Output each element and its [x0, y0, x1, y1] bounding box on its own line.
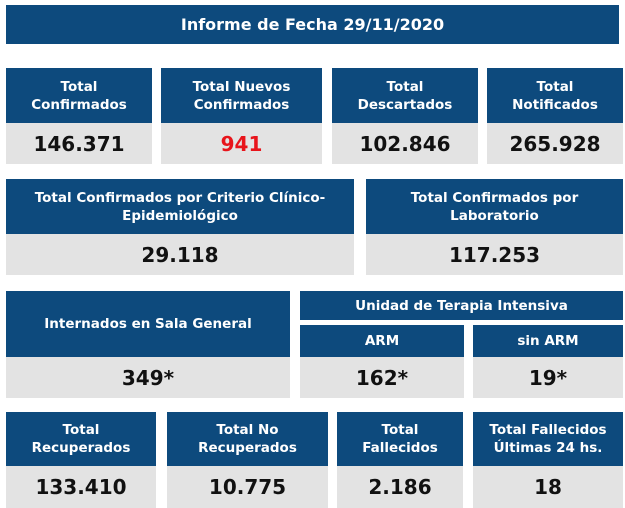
total-nuevos-confirmados-value: 941	[161, 123, 322, 164]
confirmados-clinico-label: Total Confirmados por Criterio Clínico- …	[6, 179, 354, 234]
arm-value: 162*	[300, 357, 464, 398]
total-notificados-value: 265.928	[487, 123, 623, 164]
total-descartados-value: 102.846	[332, 123, 478, 164]
confirmados-clinico-value: 29.118	[6, 234, 354, 275]
report-title: Informe de Fecha 29/11/2020	[6, 5, 619, 44]
fallecidos-24hs-value: 18	[473, 466, 623, 508]
total-confirmados-label: Total Confirmados	[6, 68, 152, 123]
total-confirmados-value: 146.371	[6, 123, 152, 164]
total-descartados-label: Total Descartados	[332, 68, 478, 123]
uti-label: Unidad de Terapia Intensiva	[300, 291, 623, 320]
total-recuperados-value: 133.410	[6, 466, 156, 508]
confirmados-laboratorio-label: Total Confirmados por Laboratorio	[366, 179, 623, 234]
sala-general-value: 349*	[6, 357, 290, 398]
total-notificados-label: Total Notificados	[487, 68, 623, 123]
total-fallecidos-value: 2.186	[337, 466, 463, 508]
sin-arm-value: 19*	[473, 357, 623, 398]
total-recuperados-label: Total Recuperados	[6, 412, 156, 466]
total-no-recuperados-value: 10.775	[167, 466, 328, 508]
confirmados-laboratorio-value: 117.253	[366, 234, 623, 275]
total-nuevos-confirmados-label: Total Nuevos Confirmados	[161, 68, 322, 123]
sala-general-label: Internados en Sala General	[6, 291, 290, 357]
fallecidos-24hs-label: Total Fallecidos Últimas 24 hs.	[473, 412, 623, 466]
sin-arm-label: sin ARM	[473, 325, 623, 357]
total-fallecidos-label: Total Fallecidos	[337, 412, 463, 466]
total-no-recuperados-label: Total No Recuperados	[167, 412, 328, 466]
arm-label: ARM	[300, 325, 464, 357]
